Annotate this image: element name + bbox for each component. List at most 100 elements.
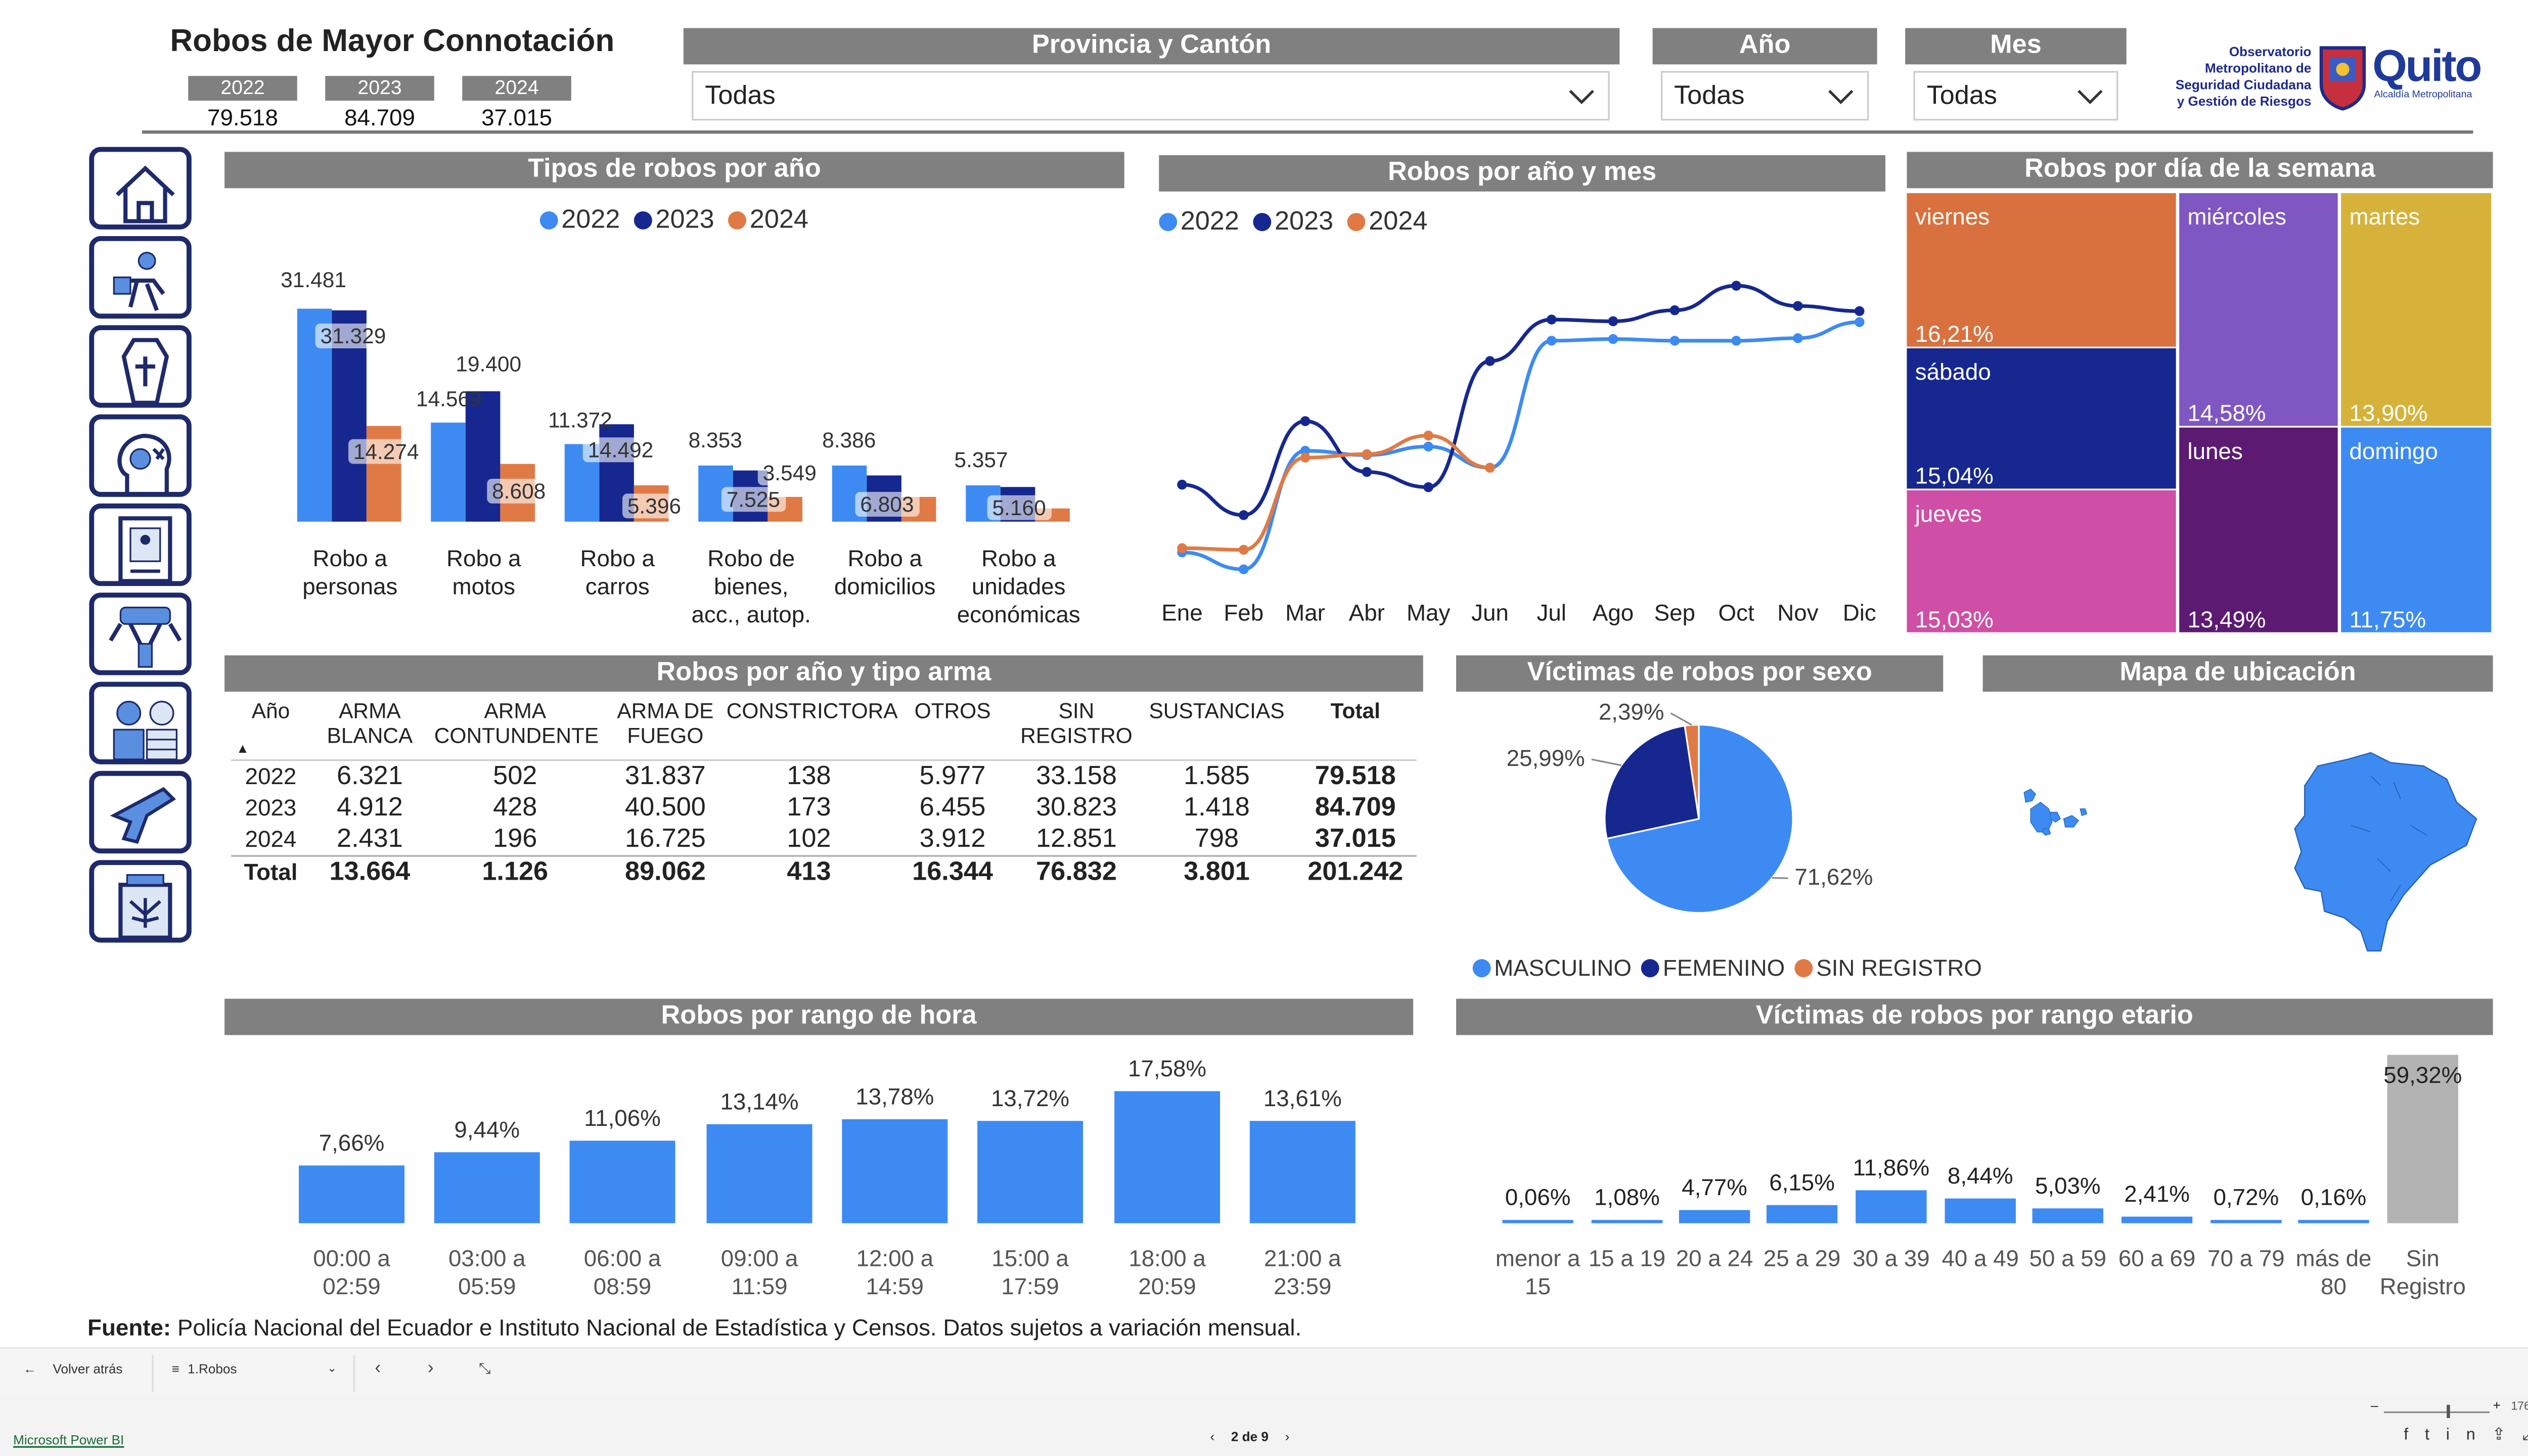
prev-page-icon[interactable]: ‹: [1210, 1429, 1215, 1445]
next-page-icon[interactable]: ›: [1285, 1429, 1290, 1445]
bar-2022[interactable]: [431, 423, 466, 522]
data-label: 13,61%: [1263, 1084, 1342, 1111]
age-bar[interactable]: [1856, 1189, 1927, 1223]
powerbi-link[interactable]: Microsoft Power BI: [13, 1433, 124, 1448]
hour-bar[interactable]: [569, 1140, 675, 1223]
data-label: 14.274: [348, 439, 424, 464]
table-column-header[interactable]: SIN REGISTRO: [1020, 698, 1133, 748]
zoom-out-icon[interactable]: –: [2370, 1398, 2378, 1414]
treemap-tile-lunes[interactable]: lunes 13,49%: [2179, 427, 2338, 632]
hour-bar[interactable]: [842, 1119, 948, 1223]
nav-button[interactable]: [89, 325, 192, 408]
pie-leader-line: [1772, 877, 1788, 879]
back-button[interactable]: ← Volver atrás: [23, 1362, 123, 1377]
category-label: 30 a 39: [1853, 1245, 1930, 1271]
nav-button[interactable]: [89, 414, 192, 497]
age-bar[interactable]: [2298, 1220, 2369, 1223]
zoom-level: 176 %: [2511, 1401, 2528, 1414]
zoom-in-icon[interactable]: +: [2493, 1398, 2501, 1414]
month-label: Oct: [1719, 600, 1754, 626]
treemap-tile-jueves[interactable]: jueves 15,03%: [1907, 490, 2176, 632]
point-2023: [1546, 314, 1557, 325]
category-label: 60 a 69: [2118, 1245, 2196, 1271]
legend-label: 2022: [1180, 208, 1239, 236]
provincia-dropdown[interactable]: Todas: [692, 71, 1610, 121]
treemap-tile-miércoles[interactable]: miércoles 14,58%: [2179, 193, 2338, 426]
treemap-tile-viernes[interactable]: viernes 16,21%: [1907, 193, 2176, 347]
fullscreen-icon[interactable]: ⤢: [2522, 1426, 2528, 1444]
zoom-slider[interactable]: – +: [2371, 1398, 2503, 1420]
prev-page-icon[interactable]: ‹: [375, 1358, 381, 1379]
nav-button[interactable]: [89, 860, 192, 943]
table-column-header[interactable]: CONSTRICTORA: [726, 698, 898, 723]
hour-bar[interactable]: [1114, 1091, 1221, 1223]
table-column-header[interactable]: ARMA BLANCA: [327, 698, 413, 748]
table-column-header[interactable]: Total: [1330, 698, 1380, 723]
treemap-tile-martes[interactable]: martes 13,90%: [2341, 193, 2492, 426]
hour-bar[interactable]: [706, 1124, 812, 1223]
age-bar[interactable]: [1766, 1206, 1838, 1223]
table-column-header[interactable]: ARMA DE FUEGO: [617, 698, 714, 748]
table-column-header[interactable]: Año: [251, 698, 290, 723]
age-bar[interactable]: [2121, 1216, 2193, 1223]
page-selector[interactable]: ≡ 1.Robos ⌄: [172, 1362, 344, 1377]
zoom-thumb[interactable]: [2447, 1404, 2450, 1418]
mes-dropdown[interactable]: Todas: [1913, 71, 2118, 121]
hour-bar[interactable]: [434, 1152, 540, 1223]
linkedin-icon[interactable]: in: [2446, 1426, 2492, 1445]
hour-bar[interactable]: [1249, 1121, 1356, 1223]
table-total-cell: 201.242: [1307, 858, 1404, 887]
table-column-header[interactable]: SUSTANCIAS: [1149, 698, 1285, 723]
point-2024: [1362, 449, 1372, 460]
age-bar[interactable]: [2032, 1209, 2104, 1223]
zoom-track: [2384, 1411, 2490, 1414]
next-page-icon[interactable]: ›: [427, 1358, 434, 1379]
hour-bar[interactable]: [977, 1120, 1084, 1223]
point-2024: [1238, 544, 1249, 555]
nav-button[interactable]: [89, 681, 192, 764]
age-bar[interactable]: [1502, 1220, 1573, 1223]
point-2022: [1608, 334, 1618, 344]
category-label: Robo a carros: [580, 544, 655, 600]
treemap-tile-sábado[interactable]: sábado 15,04%: [1907, 348, 2176, 489]
twitter-icon[interactable]: t: [2425, 1426, 2446, 1445]
data-label: 11,86%: [1853, 1153, 1930, 1180]
collapse-icon[interactable]: ⤡: [478, 1360, 491, 1377]
hour-bar[interactable]: [299, 1165, 405, 1223]
month-label: Ene: [1161, 600, 1202, 626]
tipos-header: Tipos de robos por año: [224, 152, 1124, 189]
table-total-cell: 413: [787, 858, 831, 887]
table-cell: 6.455: [919, 794, 986, 823]
sort-asc-icon[interactable]: ▲: [236, 741, 249, 756]
edad-header: Víctimas de robos por rango etario: [1456, 998, 2493, 1035]
nav-button[interactable]: [89, 236, 192, 319]
facebook-icon[interactable]: f: [2404, 1426, 2425, 1445]
category-label: 25 a 29: [1763, 1245, 1841, 1271]
age-bar[interactable]: [2210, 1220, 2282, 1223]
chevron-down-icon: [1569, 89, 1594, 105]
age-bar[interactable]: [1679, 1209, 1750, 1223]
filter-mes-header: Mes: [1905, 28, 2127, 65]
table-cell: 502: [493, 762, 537, 791]
home-icon: [116, 165, 175, 223]
age-bar[interactable]: [2387, 1055, 2459, 1223]
treemap-pct-label: 13,49%: [2187, 606, 2266, 632]
table-column-header[interactable]: ARMA CONTUNDENTE: [434, 698, 599, 748]
legend-label: 2023: [1274, 208, 1334, 236]
galapagos-islands: [2023, 788, 2088, 836]
nav-button[interactable]: [89, 147, 192, 230]
nav-button[interactable]: [89, 503, 192, 586]
table-cell: 5.977: [919, 762, 986, 791]
nav-button[interactable]: [89, 593, 192, 675]
treemap-tile-domingo[interactable]: domingo 11,75%: [2341, 427, 2492, 632]
age-bar[interactable]: [1945, 1199, 2016, 1223]
anio-dropdown[interactable]: Todas: [1660, 71, 1869, 121]
table-cell: 3.912: [919, 825, 986, 854]
table-column-header[interactable]: OTROS: [914, 698, 991, 723]
age-bar[interactable]: [1591, 1220, 1663, 1223]
nav-button[interactable]: [89, 770, 192, 854]
head-gear-icon: [117, 433, 171, 492]
data-label: 7,66%: [319, 1129, 385, 1156]
share-icon[interactable]: ⇪: [2492, 1426, 2522, 1445]
ecuador-map[interactable]: [1998, 726, 2493, 958]
